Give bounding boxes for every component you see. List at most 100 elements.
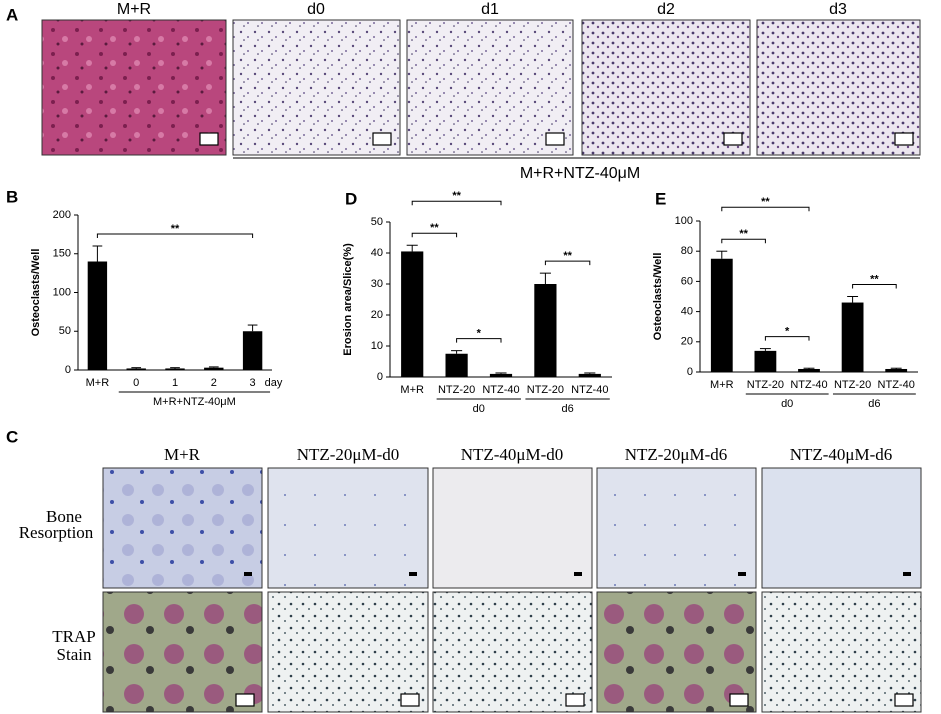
group-label: d0	[473, 403, 485, 415]
scale-bar	[723, 132, 743, 146]
x-tick-label: 1	[172, 377, 178, 389]
significance-label: **	[430, 222, 439, 234]
y-axis-label: Osteoclasts/Well	[652, 253, 664, 341]
significance-label: **	[452, 190, 461, 202]
y-axis-label: Osteoclasts/Well	[30, 249, 42, 337]
y-tick-label: 20	[371, 309, 383, 321]
panel-label: A	[6, 5, 18, 24]
micrograph	[596, 467, 757, 589]
scale-bar	[244, 572, 252, 576]
column-title: NTZ-20μM-d0	[297, 445, 400, 464]
significance-label: **	[870, 273, 879, 285]
y-tick-label: 80	[681, 245, 693, 257]
micrograph	[432, 591, 593, 713]
y-tick-label: 0	[377, 371, 383, 383]
scale-bar	[372, 132, 392, 146]
scale-bar	[738, 572, 746, 576]
bar	[242, 331, 263, 370]
significance-bracket	[411, 232, 458, 238]
bar	[578, 373, 601, 377]
significance-label: **	[739, 228, 748, 240]
scale-bar	[903, 572, 911, 576]
y-tick-label: 40	[681, 306, 693, 318]
panel-label: E	[655, 189, 666, 208]
y-tick-label: 20	[681, 336, 693, 348]
bar	[710, 258, 733, 372]
micrograph	[432, 467, 593, 589]
x-unit: day	[265, 377, 283, 389]
significance-bracket	[852, 284, 897, 289]
micrograph	[41, 19, 227, 156]
micrograph	[267, 591, 429, 713]
x-tick-label: NTZ-20	[527, 384, 564, 396]
y-tick-label: 200	[53, 209, 71, 221]
scale-bar	[894, 693, 914, 707]
group-label: d0	[781, 398, 793, 410]
micrograph	[267, 467, 429, 589]
scale-bar	[199, 132, 219, 146]
x-tick-label: NTZ-40	[482, 384, 519, 396]
row-title: Stain	[57, 645, 92, 664]
significance-bracket	[411, 200, 502, 206]
y-tick-label: 60	[681, 275, 693, 287]
x-tick-label: 0	[133, 377, 139, 389]
significance-label: **	[563, 250, 572, 262]
panel-label: C	[6, 427, 18, 446]
x-tick-label: NTZ-40	[571, 384, 608, 396]
image-title: M+R	[117, 1, 151, 18]
row-title: Resorption	[19, 523, 94, 542]
significance-bracket	[721, 238, 766, 244]
scale-bar	[729, 693, 749, 707]
micrograph	[596, 591, 757, 713]
x-tick-label: NTZ-40	[878, 379, 915, 391]
significance-bracket	[544, 260, 591, 266]
significance-label: **	[171, 223, 180, 235]
micrograph	[761, 591, 922, 713]
y-tick-label: 10	[371, 340, 383, 352]
significance-label: *	[785, 326, 790, 338]
significance-bracket	[96, 233, 254, 238]
bar	[165, 368, 185, 370]
group-label: d6	[561, 403, 573, 415]
significance-label: **	[761, 196, 770, 208]
image-title: d2	[657, 1, 675, 18]
row-title: TRAP	[52, 627, 95, 646]
scale-bar	[545, 132, 565, 146]
bar	[401, 251, 424, 377]
x-tick-label: 3	[250, 377, 256, 389]
micrograph	[756, 19, 921, 156]
scale-bar	[574, 572, 582, 576]
micrograph	[761, 467, 922, 589]
bar	[798, 368, 820, 372]
bar	[885, 368, 908, 372]
micrograph	[406, 19, 574, 156]
group-label: M+R+NTZ-40μM	[520, 165, 640, 182]
column-title: NTZ-20μM-d6	[625, 445, 728, 464]
y-tick-label: 50	[371, 216, 383, 228]
column-title: NTZ-40μM-d0	[461, 445, 564, 464]
x-tick-label: NTZ-20	[438, 384, 475, 396]
scale-bar	[235, 693, 255, 707]
bar	[489, 373, 513, 377]
bar	[445, 353, 468, 377]
micrograph	[102, 591, 263, 713]
significance-bracket	[764, 336, 810, 341]
bar	[534, 284, 557, 377]
y-axis-label: Erosion area/Slice(%)	[342, 243, 354, 356]
panel-label: D	[345, 189, 357, 208]
y-tick-label: 0	[65, 364, 71, 376]
image-title: d0	[307, 1, 325, 18]
micrograph	[232, 19, 401, 156]
y-tick-label: 150	[53, 248, 71, 260]
x-tick-label: M+R	[400, 384, 424, 396]
bar	[841, 302, 864, 372]
scale-bar	[409, 572, 417, 576]
significance-bracket	[721, 206, 810, 212]
significance-label: *	[477, 328, 482, 340]
micrograph	[581, 19, 751, 156]
bar	[754, 350, 777, 372]
scale-bar	[894, 132, 914, 146]
significance-bracket	[456, 338, 502, 343]
panel-label: B	[6, 187, 18, 206]
